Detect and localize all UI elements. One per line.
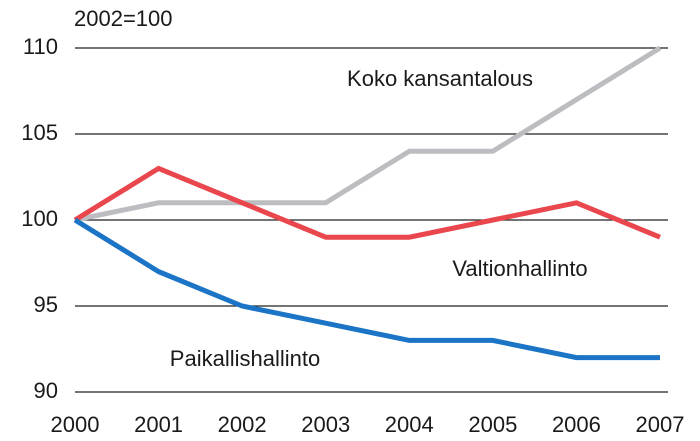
series-line (74, 45, 662, 223)
x-tick-label: 2000 (51, 412, 100, 437)
y-tick-label: 95 (34, 292, 58, 317)
x-tick-label: 2006 (552, 412, 601, 437)
x-tick-label: 2003 (301, 412, 350, 437)
series-label: Koko kansantalous (347, 66, 533, 91)
series-line (73, 165, 661, 240)
x-tick-label: 2004 (385, 412, 434, 437)
y-tick-label: 105 (21, 120, 58, 145)
chart-subtitle: 2002=100 (74, 6, 173, 31)
series-label: Paikallishallinto (170, 346, 320, 371)
y-tick-label: 110 (23, 34, 58, 59)
x-tick-label: 2002 (218, 412, 267, 437)
series-line (73, 217, 660, 361)
x-tick-label: 2001 (134, 412, 183, 437)
y-tick-label: 100 (21, 206, 58, 231)
x-tick-label: 2005 (468, 412, 517, 437)
x-tick-label: 2007 (636, 412, 685, 437)
series-label: Valtionhallinto (452, 256, 587, 281)
y-tick-label: 90 (34, 378, 58, 403)
